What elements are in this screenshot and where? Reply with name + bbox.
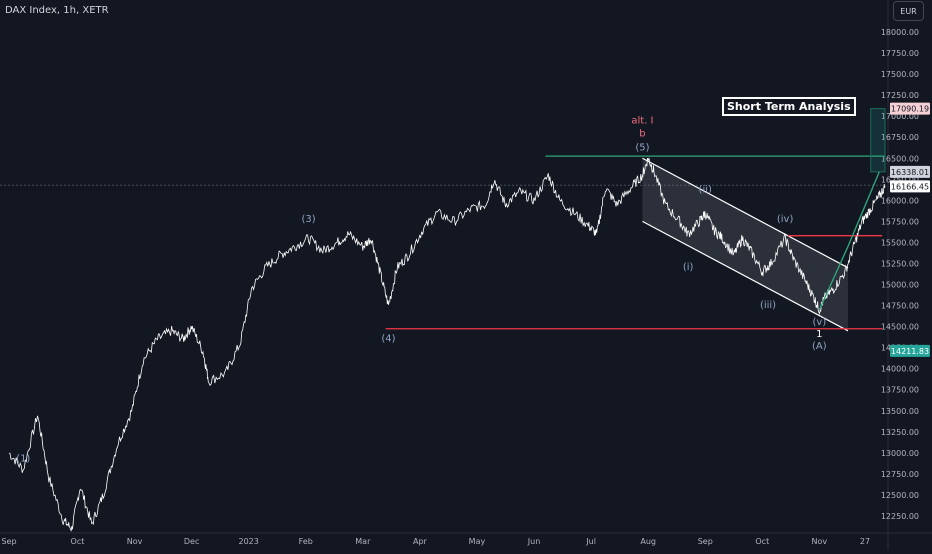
price-series-line [8,157,886,532]
channel-lower-line[interactable] [642,220,849,332]
x-tick-label: Nov [812,537,828,546]
y-tick-label: 14750.00 [881,302,919,311]
wave-label: (A) [812,341,827,352]
x-tick-label: 2023 [239,537,259,546]
x-tick-label: Jul [585,537,596,546]
x-tick-label: Dec [184,537,199,546]
x-tick-label: Aug [640,537,656,546]
y-tick-label: 13000.00 [881,449,919,458]
y-tick-label: 17250.00 [881,91,919,100]
y-tick-label: 18000.00 [881,28,919,37]
target-price-tag: 17090.19 [891,105,929,114]
x-tick-label: Oct [755,537,769,546]
x-tick-label: Feb [299,537,313,546]
x-tick-label: Sep [698,537,713,546]
y-tick-label: 17500.00 [881,70,919,79]
left-bottom-price-tag: 14211.83 [891,347,929,356]
wave-label: (3) [302,214,316,225]
wave-label: (5) [635,142,649,153]
y-tick-label: 15500.00 [881,238,919,247]
wave-label: alt. I [631,115,653,126]
wave-label: (v) [813,317,827,328]
y-tick-label: 16000.00 [881,196,919,205]
wave-label: (1) [16,454,30,465]
wave-label: (iv) [777,214,794,225]
current-price-tag: 16166.45 [891,182,929,191]
y-tick-label: 15250.00 [881,259,919,268]
x-tick-label: Nov [127,537,143,546]
y-tick-label: 13500.00 [881,407,919,416]
target-zone[interactable] [870,108,886,173]
wave-label: (iii) [760,300,776,311]
projection-path[interactable] [818,171,880,311]
y-tick-label: 16250.00 [881,175,919,184]
y-tick-label: 17000.00 [881,112,919,121]
wave-label: (ii) [699,184,712,195]
left-bottom-price-tag-bg [890,344,930,357]
wave-label: 1 [816,329,822,340]
symbol-title[interactable]: DAX Index, 1h, XETR [5,5,109,16]
channel-upper-line[interactable] [642,157,849,269]
short-term-analysis-label: Short Term Analysis [722,97,856,116]
y-tick-label: 17750.00 [881,49,919,58]
y-tick-label: 14500.00 [881,323,919,332]
wave-label: (4) [381,334,395,345]
y-tick-label: 12500.00 [881,491,919,500]
x-tick-label: Mar [355,537,371,546]
wave-label: b [639,128,645,139]
y-tick-label: 14000.00 [881,365,919,374]
y-tick-label: 15000.00 [881,281,919,290]
level-price-tag: 16338.01 [891,168,929,177]
x-tick-label: Jun [527,537,541,546]
current-price-tag-bg [890,180,930,193]
x-tick-label: Apr [413,537,428,546]
currency-button[interactable]: EUR [893,1,924,21]
x-tick-label: 27 [860,537,870,546]
y-tick-label: 13750.00 [881,386,919,395]
x-tick-label: Sep [1,537,16,546]
x-tick-label: Oct [71,537,85,546]
y-tick-label: 12750.00 [881,470,919,479]
y-tick-label: 12250.00 [881,512,919,521]
level-price-tag-bg [890,165,930,178]
y-tick-label: 15750.00 [881,217,919,226]
x-tick-label: May [469,537,486,546]
target-price-tag-bg [890,102,930,115]
y-tick-label: 16500.00 [881,154,919,163]
y-tick-label: 16750.00 [881,133,919,142]
y-tick-label: 13250.00 [881,428,919,437]
wave-label: (i) [683,262,694,273]
